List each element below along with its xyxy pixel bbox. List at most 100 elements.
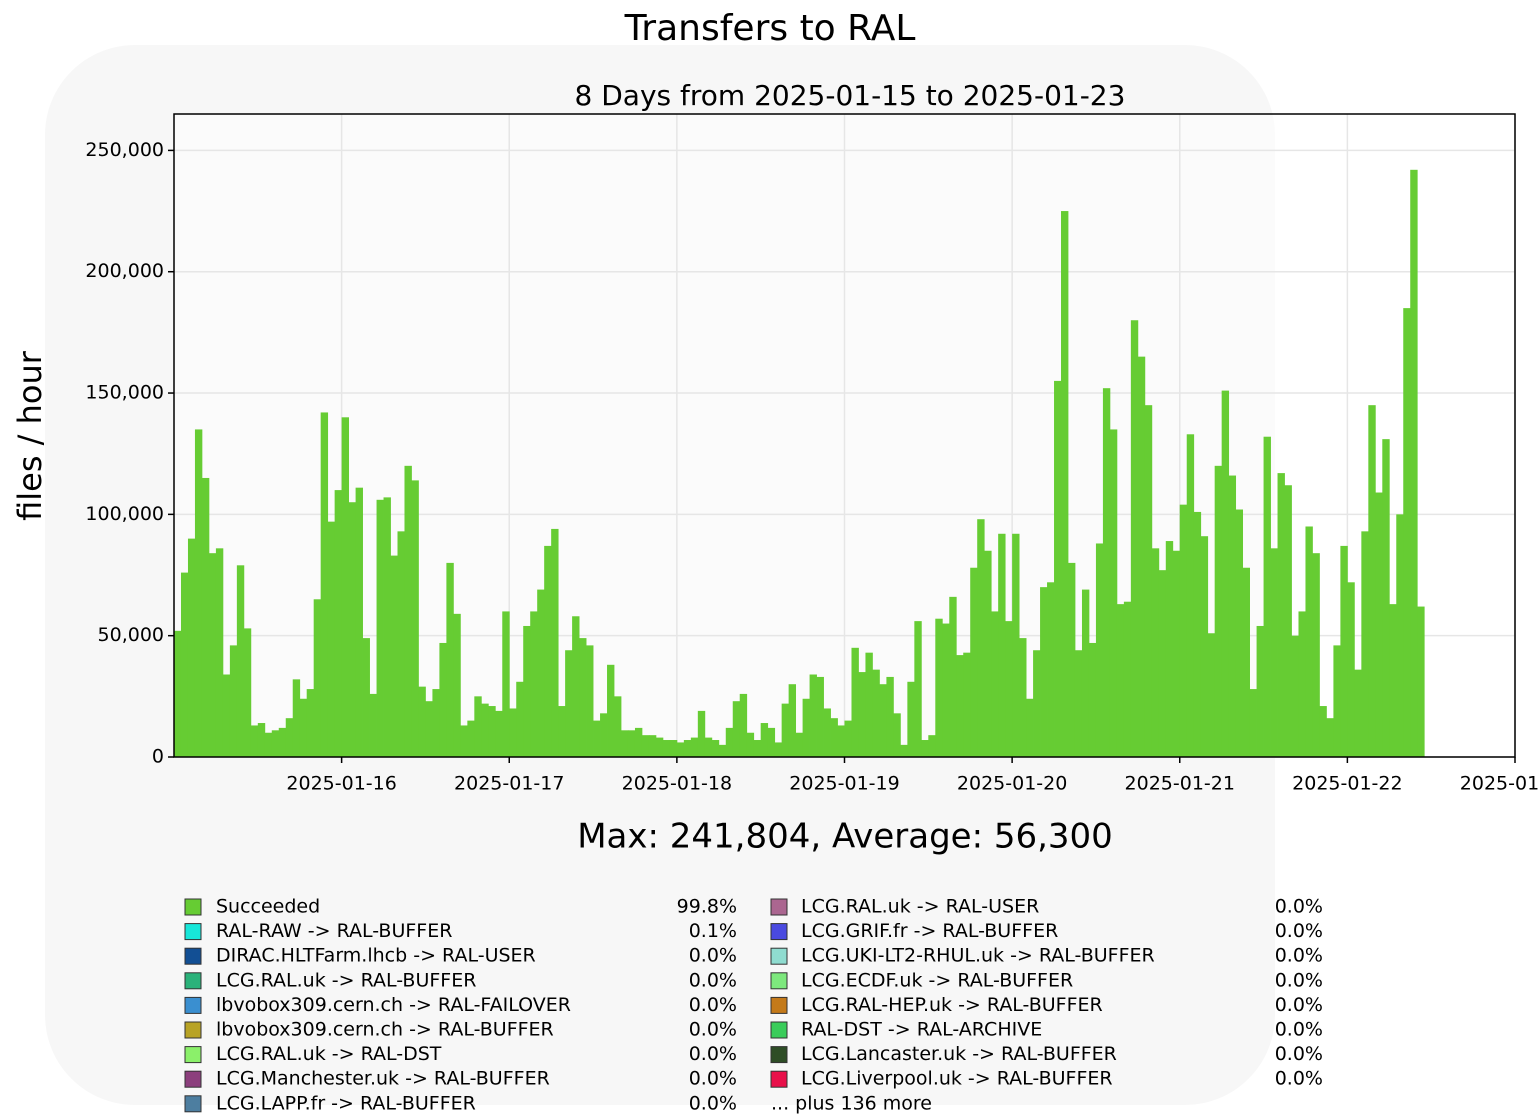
bar (977, 519, 985, 757)
chart-subtitle: 8 Days from 2025-01-15 to 2025-01-23 (575, 79, 1126, 112)
legend-share: 0.1% (689, 920, 737, 942)
legend-label: RAL-DST -> RAL-ARCHIVE (801, 1019, 1042, 1041)
x-tick-label: 2025-01-17 (454, 773, 564, 795)
legend-swatch (184, 1070, 202, 1088)
bar (1333, 645, 1341, 757)
bar (1033, 650, 1041, 757)
bar (1054, 380, 1062, 757)
legend-swatch (770, 923, 788, 941)
bar (767, 727, 776, 757)
bar (383, 497, 391, 757)
legend-label: LCG.LAPP.fr -> RAL-BUFFER (216, 1092, 476, 1114)
bar (718, 744, 727, 757)
bar (1396, 514, 1404, 757)
bar (1186, 434, 1195, 757)
bar (607, 664, 615, 757)
bar (1326, 718, 1334, 757)
bar (746, 732, 755, 757)
legend-share: 0.0% (1275, 994, 1323, 1016)
bar (774, 742, 783, 757)
legend-label: LCG.UKI-LT2-RHUL.uk -> RAL-BUFFER (801, 945, 1155, 967)
bar (397, 531, 405, 757)
bar (900, 744, 908, 757)
bar (1123, 601, 1132, 757)
legend-share: 0.0% (1275, 969, 1323, 991)
bar (1144, 405, 1153, 757)
y-tick-label: 100,000 (85, 503, 164, 525)
summary: Max: 241,804, Average: 56,300 (577, 817, 1113, 857)
bar (174, 630, 182, 757)
bar (1158, 570, 1167, 757)
bar (453, 613, 461, 757)
bar (1312, 553, 1320, 757)
bar (502, 611, 510, 757)
y-tick-label: 50,000 (98, 624, 164, 646)
chart-title: Transfers to RAL (624, 8, 916, 49)
bar (1347, 582, 1355, 757)
bar (830, 718, 838, 757)
bar (390, 555, 398, 757)
legend-share: 0.0% (689, 994, 737, 1016)
bar (823, 708, 831, 757)
bar (523, 625, 531, 757)
bar (1088, 642, 1097, 757)
bar (229, 645, 238, 757)
bar (446, 562, 454, 757)
bar (180, 572, 189, 757)
bar (320, 412, 329, 757)
bar (956, 655, 964, 757)
bar (970, 567, 978, 757)
legend-label: lbvobox309.cern.ch -> RAL-FAILOVER (216, 994, 571, 1016)
bar (467, 720, 475, 757)
bar (1228, 475, 1237, 757)
bar (327, 521, 336, 757)
legend-swatch (770, 972, 788, 990)
legend-swatch (184, 898, 202, 916)
legend-label: LCG.Liverpool.uk -> RAL-BUFFER (801, 1068, 1113, 1090)
bar (250, 725, 259, 757)
bar (586, 645, 594, 757)
bar (648, 735, 657, 757)
bar (1291, 635, 1299, 757)
bar (816, 676, 824, 757)
legend-label: LCG.Lancaster.uk -> RAL-BUFFER (801, 1043, 1117, 1065)
bar (907, 681, 915, 757)
bar (376, 499, 384, 757)
x-tick-label: 2025-01-16 (286, 773, 396, 795)
bar (348, 502, 356, 757)
bar (600, 713, 608, 757)
legend-share: 0.0% (689, 969, 737, 991)
legend-swatch (184, 1095, 202, 1113)
bar (194, 429, 203, 757)
legend-swatch (770, 947, 788, 965)
bar (1081, 589, 1090, 757)
bar (1284, 485, 1292, 757)
bar (1165, 541, 1174, 757)
bar (1193, 511, 1202, 757)
bar (621, 730, 629, 757)
legend-share: 0.0% (1275, 920, 1323, 942)
bar (739, 693, 748, 757)
bar (1047, 582, 1055, 757)
bar (1061, 211, 1069, 757)
bar (669, 740, 678, 757)
plot-frame (173, 113, 1516, 758)
bar (1403, 308, 1411, 757)
legend-label: DIRAC.HLTFarm.lhcb -> RAL-USER (216, 945, 536, 967)
bar (306, 689, 315, 757)
bar (1235, 509, 1244, 757)
legend-label: LCG.RAL-HEP.uk -> RAL-BUFFER (801, 994, 1103, 1016)
y-tick-label: 150,000 (85, 382, 164, 404)
bar (683, 740, 692, 757)
bar (1375, 492, 1383, 757)
bar (208, 553, 217, 757)
bar (1354, 669, 1362, 757)
bar (418, 686, 426, 757)
legend-share: 0.0% (689, 1043, 737, 1065)
bar (1368, 405, 1376, 757)
bar (1005, 621, 1013, 757)
bar (634, 727, 643, 757)
legend-swatch (184, 972, 202, 990)
legend-more: ... plus 136 more (771, 1092, 932, 1114)
